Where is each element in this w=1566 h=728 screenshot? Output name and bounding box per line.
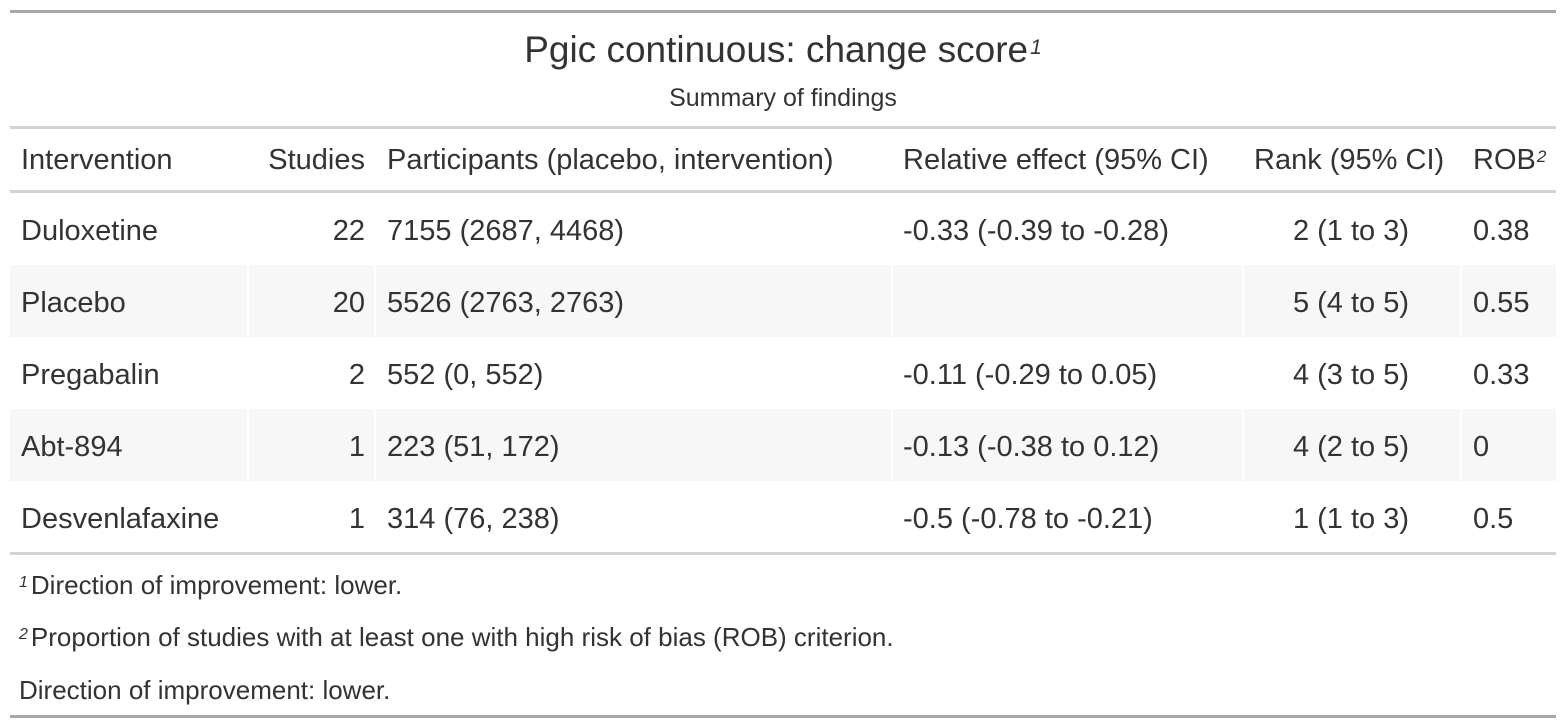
table-row bbox=[10, 265, 1556, 337]
cell-intervention: Abt-894 bbox=[21, 431, 123, 463]
cell-rank: 1 (1 to 3) bbox=[1292, 503, 1410, 535]
footnote-marker: 1 bbox=[19, 574, 28, 591]
column-header-rob-label: ROB bbox=[1473, 144, 1536, 176]
table-row bbox=[10, 409, 1556, 481]
cell-relative-effect: -0.13 (-0.38 to 0.12) bbox=[903, 431, 1160, 463]
column-separator bbox=[891, 193, 893, 553]
table-body-divider bbox=[10, 552, 1556, 555]
cell-participants: 223 (51, 172) bbox=[387, 431, 560, 463]
footnote-text: Direction of improvement: lower. bbox=[30, 570, 403, 600]
cell-intervention: Duloxetine bbox=[21, 215, 159, 247]
footnote-marker: 2 bbox=[19, 626, 28, 643]
cell-studies: 20 bbox=[332, 287, 365, 319]
cell-relative-effect: -0.5 (-0.78 to -0.21) bbox=[903, 503, 1153, 535]
footnote-text: Proportion of studies with at least one … bbox=[30, 622, 894, 652]
column-header-intervention: Intervention bbox=[21, 144, 173, 176]
cell-rob: 0.38 bbox=[1473, 215, 1530, 247]
cell-studies: 1 bbox=[348, 431, 365, 463]
cell-relative-effect: -0.11 (-0.29 to 0.05) bbox=[903, 359, 1158, 391]
column-header-participants: Participants (placebo, intervention) bbox=[387, 144, 834, 176]
cell-participants: 552 (0, 552) bbox=[387, 359, 544, 391]
title-footnote-marker: 1 bbox=[1030, 36, 1042, 59]
cell-studies: 2 bbox=[348, 359, 365, 391]
cell-intervention: Desvenlafaxine bbox=[21, 503, 220, 535]
column-separator bbox=[374, 193, 376, 553]
column-header-relative-effect: Relative effect (95% CI) bbox=[903, 144, 1209, 176]
cell-participants: 5526 (2763, 2763) bbox=[387, 287, 625, 319]
heading-divider bbox=[10, 126, 1556, 129]
column-separator bbox=[1242, 193, 1244, 553]
table-title: Pgic continuous: change score1 bbox=[10, 28, 1556, 72]
column-separator bbox=[247, 193, 249, 553]
source-note: Direction of improvement: lower. bbox=[19, 675, 391, 705]
cell-rank: 2 (1 to 3) bbox=[1292, 215, 1410, 247]
footnote: 1 Direction of improvement: lower. bbox=[19, 570, 402, 600]
table-subtitle: Summary of findings bbox=[669, 84, 897, 112]
footnote: 2 Proportion of studies with at least one… bbox=[19, 622, 894, 652]
cell-rank: 5 (4 to 5) bbox=[1292, 287, 1410, 319]
cell-relative-effect: -0.33 (-0.39 to -0.28) bbox=[903, 215, 1169, 247]
cell-intervention: Pregabalin bbox=[21, 359, 160, 391]
column-header-rank: Rank (95% CI) bbox=[1254, 144, 1445, 176]
column-header-rob: ROB2 bbox=[1473, 143, 1546, 177]
cell-intervention: Placebo bbox=[21, 287, 126, 319]
cell-rob: 0.5 bbox=[1473, 503, 1514, 535]
cell-participants: 7155 (2687, 4468) bbox=[387, 215, 625, 247]
cell-rob: 0 bbox=[1473, 431, 1490, 463]
cell-rank: 4 (3 to 5) bbox=[1292, 359, 1410, 391]
rob-footnote-marker: 2 bbox=[1536, 147, 1547, 166]
cell-rank: 4 (2 to 5) bbox=[1292, 431, 1410, 463]
cell-rob: 0.55 bbox=[1473, 287, 1530, 319]
cell-studies: 22 bbox=[332, 215, 365, 247]
table-title-text: Pgic continuous: change score bbox=[524, 29, 1029, 70]
column-separator bbox=[1460, 193, 1462, 553]
cell-participants: 314 (76, 238) bbox=[387, 503, 560, 535]
summary-table: Pgic continuous: change score1 Summary o… bbox=[10, 10, 1556, 718]
column-header-divider bbox=[10, 190, 1556, 193]
cell-studies: 1 bbox=[348, 503, 365, 535]
cell-rob: 0.33 bbox=[1473, 359, 1530, 391]
column-header-studies: Studies bbox=[268, 144, 365, 176]
